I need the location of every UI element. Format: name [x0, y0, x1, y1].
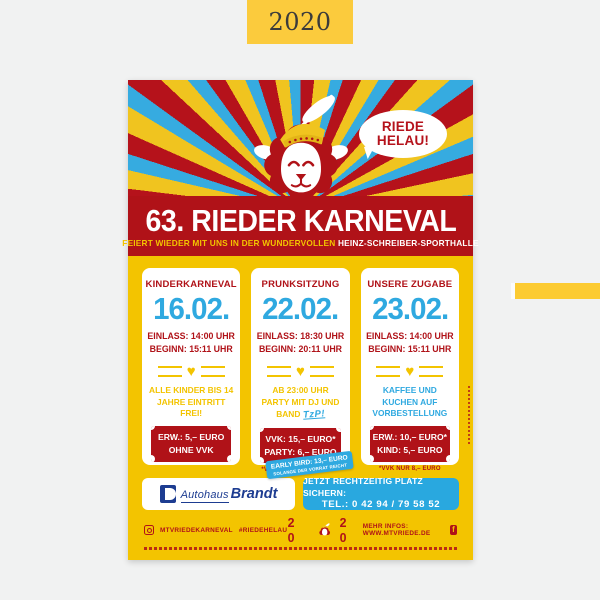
- sheep-mascot-icon: [253, 94, 348, 196]
- heart-divider: ♥: [142, 364, 240, 379]
- subtitle-intro: FEIERT WIEDER MIT UNS IN DER WUNDERVOLLE…: [122, 237, 338, 248]
- sponsor-name-part2: Brandt: [230, 486, 278, 502]
- bubble-line2: HELAU!: [376, 133, 430, 148]
- event-heading: UNSERE ZUGABE: [367, 279, 453, 290]
- event-cards: KINDERKARNEVAL 16.02. EINLASS: 14:00 UHR…: [142, 268, 459, 480]
- event-info: KAFFEE UND KUCHEN AUF VORBESTELLUNG: [372, 384, 448, 419]
- price-line2: PARTY: 6,– EURO: [264, 446, 337, 457]
- price-line1: ERW.: 10,– EURO*: [372, 432, 447, 443]
- price-line1: ERW.: 5,– EURO: [158, 432, 225, 443]
- instagram-handle: MTVRIEDEKARNEVAL: [160, 526, 233, 534]
- cta-phone: TEL.: 0 42 94 / 79 58 52: [321, 499, 441, 511]
- event-einlass: EINLASS: 14:00 UHR: [366, 330, 454, 341]
- sunburst-header: RIEDE HELAU!: [128, 80, 473, 196]
- price-footnote: *VVK NUR 8,– EURO: [378, 465, 441, 472]
- hashtag: #RIEDEHELAU: [238, 526, 288, 534]
- event-card-zugabe: UNSERE ZUGABE 23.02. EINLASS: 14:00 UHR …: [360, 268, 459, 472]
- reservation-cta: JETZT RECHTZEITIG PLATZ SICHERN: TEL.: 0…: [303, 475, 459, 511]
- price-line2: OHNE VVK: [168, 444, 214, 455]
- event-card-prunksitzung: PRUNKSITZUNG 22.02. EINLASS: 18:30 UHR B…: [251, 268, 355, 480]
- sponsor-name-part1: Autohaus: [180, 489, 229, 503]
- year-label: 2020: [247, 0, 353, 44]
- more-info-text: MEHR INFOS: WWW.MTVRIEDE.DE: [362, 523, 431, 537]
- price-line2: KIND: 5,– EURO: [377, 444, 443, 455]
- event-heading: PRUNKSITZUNG: [261, 279, 340, 290]
- heart-divider: ♥: [361, 364, 459, 379]
- event-date: 16.02.: [153, 291, 230, 326]
- event-einlass: EINLASS: 14:00 UHR: [147, 330, 235, 341]
- poster-subtitle: FEIERT WIEDER MIT UNS IN DER WUNDERVOLLE…: [122, 238, 478, 248]
- heart-icon: ♥: [296, 362, 305, 380]
- sponsor-autohaus-brandt: Autohaus Brandt: [142, 478, 295, 510]
- cta-line1: JETZT RECHTZEITIG PLATZ SICHERN:: [303, 475, 423, 498]
- social-row: MTVRIEDEKARNEVAL #RIEDEHELAU 2 0 2 0 MEH…: [142, 515, 459, 545]
- heart-divider: ♥: [251, 364, 349, 379]
- price-line1: VVK: 15,– EURO*: [265, 433, 336, 444]
- poster-title: 63. RIEDER KARNEVAL: [145, 202, 456, 238]
- facebook-icon: f: [449, 525, 457, 535]
- heart-icon: ♥: [186, 362, 196, 380]
- event-heading: KINDERKARNEVAL: [145, 279, 237, 290]
- price-ticket: ERW.: 5,– EURO OHNE VVK: [151, 426, 232, 462]
- event-beginn: BEGINN: 15:11 UHR: [149, 344, 233, 355]
- sponsor-name: Autohaus Brandt: [180, 486, 278, 503]
- year-left: 2 0: [287, 515, 301, 545]
- mini-sheep-icon: [319, 523, 331, 536]
- event-date: 22.02.: [262, 291, 339, 326]
- bubble-line1: RIEDE: [381, 118, 425, 134]
- side-accent-bar: [511, 283, 600, 299]
- event-info: AB 23:00 UHR PARTY MIT DJ UND BAND TzP!: [261, 384, 340, 422]
- year-right: 2 0: [339, 515, 352, 545]
- poster-body: KINDERKARNEVAL 16.02. EINLASS: 14:00 UHR…: [128, 256, 473, 550]
- speech-bubble: RIEDE HELAU!: [359, 110, 447, 158]
- title-band: 63. RIEDER KARNEVAL FEIERT WIEDER MIT UN…: [122, 196, 479, 256]
- subtitle-venue: HEINZ-SCHREIBER-SPORTHALLE: [337, 237, 479, 248]
- event-info: ALLE KINDER BIS 14 JAHRE EINTRITT FREI!: [149, 384, 234, 419]
- autohaus-brandt-logo-icon: [159, 485, 176, 503]
- event-date: 23.02.: [371, 291, 449, 326]
- instagram-icon: [144, 525, 154, 535]
- event-beginn: BEGINN: 20:11 UHR: [258, 344, 343, 355]
- sponsor-row: Autohaus Brandt JETZT RECHTZEITIG PLATZ S…: [142, 475, 459, 511]
- carnival-poster: RIEDE HELAU! 63. RIEDER KARNEVAL FEIERT …: [122, 80, 479, 560]
- vertical-margin-micro-text: [468, 386, 470, 444]
- fine-print-strip: [144, 547, 457, 550]
- band-logo: TzP!: [302, 408, 326, 422]
- event-card-kinderkarneval: KINDERKARNEVAL 16.02. EINLASS: 14:00 UHR…: [142, 268, 241, 465]
- price-ticket: ERW.: 10,– EURO* KIND: 5,– EURO: [369, 426, 450, 462]
- heart-icon: ♥: [405, 362, 415, 380]
- event-einlass: EINLASS: 18:30 UHR: [256, 330, 345, 341]
- event-beginn: BEGINN: 15:11 UHR: [368, 344, 452, 355]
